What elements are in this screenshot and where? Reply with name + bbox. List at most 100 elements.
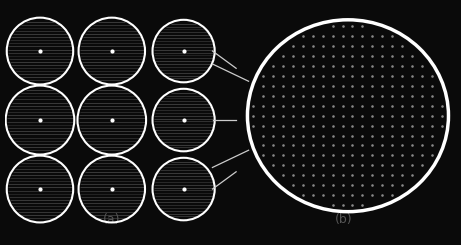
Point xyxy=(359,173,366,177)
Point xyxy=(359,193,366,197)
Point xyxy=(398,134,406,137)
Point xyxy=(269,74,277,78)
Point xyxy=(359,35,366,38)
Point xyxy=(339,64,346,68)
Point xyxy=(419,134,426,137)
Point xyxy=(309,124,316,128)
Point xyxy=(369,114,376,118)
Point xyxy=(349,104,356,108)
Point xyxy=(309,183,316,187)
Point xyxy=(389,134,396,137)
Point xyxy=(339,94,346,98)
Point xyxy=(329,153,336,157)
Point xyxy=(339,193,346,197)
Point xyxy=(329,84,336,88)
Point xyxy=(319,134,326,137)
Point xyxy=(279,104,287,108)
Point xyxy=(339,24,346,28)
Point xyxy=(279,124,287,128)
Point xyxy=(299,44,307,48)
Point xyxy=(249,104,257,108)
Point xyxy=(408,124,416,128)
Point xyxy=(408,173,416,177)
Point xyxy=(279,74,287,78)
Point xyxy=(378,114,386,118)
Point xyxy=(279,94,287,98)
Point xyxy=(419,114,426,118)
Point xyxy=(339,84,346,88)
Point xyxy=(329,193,336,197)
Point xyxy=(369,44,376,48)
Point xyxy=(289,144,296,147)
Point xyxy=(428,153,436,157)
Point xyxy=(428,74,436,78)
Point xyxy=(389,193,396,197)
Point xyxy=(408,74,416,78)
Point xyxy=(329,134,336,137)
Point xyxy=(349,84,356,88)
Point xyxy=(428,134,436,137)
Point xyxy=(260,94,267,98)
Point xyxy=(260,74,267,78)
Point xyxy=(319,104,326,108)
Point xyxy=(398,44,406,48)
Point xyxy=(389,144,396,147)
Point xyxy=(260,104,267,108)
Point xyxy=(419,153,426,157)
Point xyxy=(309,163,316,167)
Point xyxy=(329,114,336,118)
Point xyxy=(389,84,396,88)
Point xyxy=(299,94,307,98)
Point xyxy=(289,84,296,88)
Point xyxy=(339,114,346,118)
Point xyxy=(299,64,307,68)
Point xyxy=(260,153,267,157)
Point xyxy=(319,183,326,187)
Point xyxy=(309,44,316,48)
Point xyxy=(428,114,436,118)
Point xyxy=(279,163,287,167)
Point xyxy=(309,173,316,177)
Point xyxy=(398,114,406,118)
Point xyxy=(369,64,376,68)
Point xyxy=(369,134,376,137)
Point xyxy=(398,153,406,157)
Point xyxy=(289,183,296,187)
Point xyxy=(260,124,267,128)
Point xyxy=(339,134,346,137)
Point xyxy=(339,183,346,187)
Point xyxy=(309,153,316,157)
Point xyxy=(359,153,366,157)
Point xyxy=(319,84,326,88)
Point xyxy=(349,114,356,118)
Point xyxy=(319,54,326,58)
Point xyxy=(269,84,277,88)
Point xyxy=(369,153,376,157)
Point xyxy=(329,44,336,48)
Point xyxy=(389,153,396,157)
Point xyxy=(269,163,277,167)
Point xyxy=(408,64,416,68)
Point xyxy=(289,74,296,78)
Point xyxy=(349,173,356,177)
Point xyxy=(279,153,287,157)
Point xyxy=(339,104,346,108)
Point xyxy=(299,173,307,177)
Point xyxy=(378,193,386,197)
Point xyxy=(249,124,257,128)
Point xyxy=(398,54,406,58)
Point xyxy=(289,54,296,58)
Point xyxy=(349,144,356,147)
Point xyxy=(369,144,376,147)
Point xyxy=(359,163,366,167)
Point xyxy=(378,183,386,187)
Point xyxy=(289,134,296,137)
Point xyxy=(309,94,316,98)
Point xyxy=(369,94,376,98)
Point xyxy=(428,104,436,108)
Point xyxy=(389,74,396,78)
Text: (a): (a) xyxy=(103,213,120,226)
Point xyxy=(378,94,386,98)
Point xyxy=(359,144,366,147)
Point xyxy=(398,124,406,128)
